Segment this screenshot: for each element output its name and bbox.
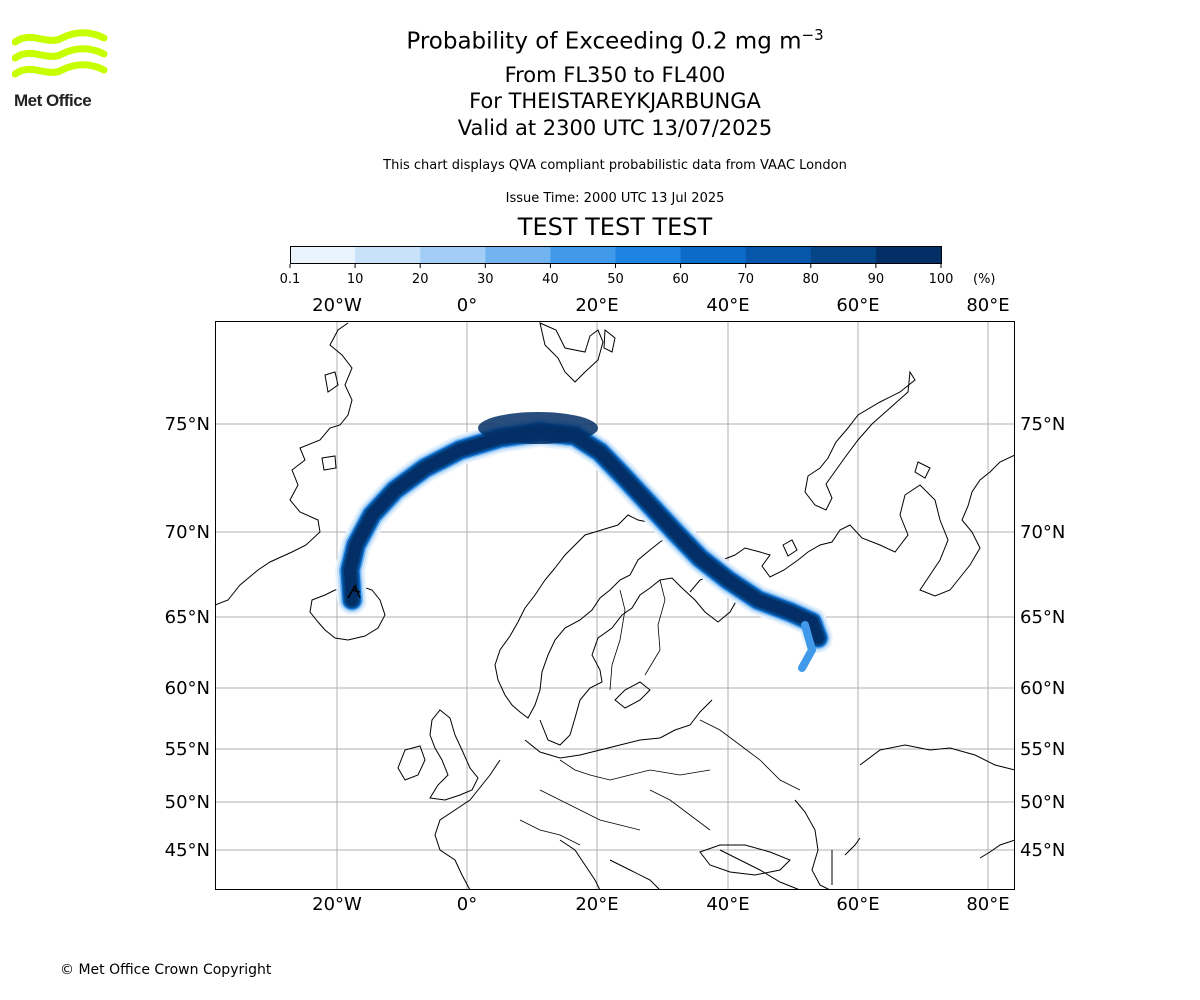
plume-band-5 (344, 426, 824, 644)
colorbar-tick-label: 20 (412, 272, 429, 287)
colorbar-tick-label: 90 (868, 272, 885, 287)
latitude-label: 60°N (165, 678, 210, 699)
colorbar-bin-1 (355, 246, 421, 264)
longitude-label: 20°E (575, 894, 618, 915)
latitude-label: 75°N (165, 414, 210, 435)
longitude-label: 20°E (575, 295, 618, 316)
title-superscript: −3 (801, 26, 824, 44)
plume-core-north (478, 412, 598, 444)
colorbar-tick-label: 0.1 (280, 272, 301, 287)
latitude-label: 60°N (1020, 678, 1065, 699)
longitude-label: 40°E (706, 894, 749, 915)
longitude-label: 60°E (836, 894, 879, 915)
colorbar-tick-label: 100 (929, 272, 954, 287)
colorbar-frame (290, 246, 942, 264)
volcano-name: For THEISTAREYKJARBUNGA (469, 89, 761, 113)
ash-probability-plume (335, 412, 833, 672)
latitude-label: 65°N (1020, 607, 1065, 628)
title-main: Probability of Exceeding 0.2 mg m (406, 28, 802, 55)
colorbar-bin-3 (485, 246, 551, 264)
colorbar-bin-6 (680, 246, 747, 264)
longitude-label: 0° (457, 295, 477, 316)
met-office-logo-icon (12, 29, 108, 78)
plume-tail (798, 621, 817, 672)
longitude-label: 80°E (966, 894, 1009, 915)
colorbar-tick-label: 80 (803, 272, 820, 287)
latitude-label: 65°N (165, 607, 210, 628)
issue-time: Issue Time: 2000 UTC 13 Jul 2025 (505, 191, 725, 206)
latitude-label: 75°N (1020, 414, 1065, 435)
colorbar-bin-5 (615, 246, 682, 264)
latitude-label: 55°N (1020, 739, 1065, 760)
graticule (215, 321, 1015, 890)
colorbar-tick-label: 40 (542, 272, 559, 287)
colorbar-bin-8 (810, 246, 877, 264)
copyright-text: © Met Office Crown Copyright (60, 962, 272, 978)
longitude-label: 0° (457, 894, 477, 915)
colorbar-unit: (%) (973, 272, 996, 287)
colorbar-tick-label: 10 (347, 272, 364, 287)
colorbar-bin-9 (875, 246, 942, 264)
logo-text: Met Office (14, 91, 92, 110)
colorbar-tick-label: 60 (672, 272, 689, 287)
coastlines (215, 322, 1015, 890)
logo-wave-3 (12, 61, 108, 78)
colorbar-tick-label: 30 (477, 272, 494, 287)
longitude-label: 20°W (312, 295, 362, 316)
colorbar-tick-label: 50 (607, 272, 624, 287)
colorbar-bin-0 (290, 246, 356, 264)
longitude-label: 40°E (706, 295, 749, 316)
colorbar-bin-2 (420, 246, 486, 264)
latitude-label: 50°N (165, 792, 210, 813)
latitude-label: 45°N (1020, 840, 1065, 861)
qva-note: This chart displays QVA compliant probab… (383, 158, 847, 173)
logo-wave-2 (12, 45, 108, 62)
colorbar: 0.1 10 20 30 40 50 60 70 80 90 100 (%) (280, 246, 996, 287)
latitude-label: 70°N (1020, 522, 1065, 543)
flight-level-range: From FL350 to FL400 (504, 63, 726, 87)
longitude-label: 60°E (836, 295, 879, 316)
map-frame (215, 321, 1015, 890)
volcano-marker (347, 584, 361, 599)
latitude-label: 50°N (1020, 792, 1065, 813)
longitude-label: 20°W (312, 894, 362, 915)
chart-title: Probability of Exceeding 0.2 mg m−3 (15, 26, 1200, 55)
test-banner: TEST TEST TEST (517, 213, 713, 241)
valid-time: Valid at 2300 UTC 13/07/2025 (457, 116, 773, 140)
longitude-label: 80°E (966, 295, 1009, 316)
colorbar-bin-7 (745, 246, 812, 264)
latitude-label: 45°N (165, 840, 210, 861)
latitude-label: 55°N (165, 739, 210, 760)
logo-wave-1 (12, 29, 108, 46)
colorbar-tick-label: 70 (737, 272, 754, 287)
colorbar-bin-4 (550, 246, 616, 264)
latitude-label: 70°N (165, 522, 210, 543)
